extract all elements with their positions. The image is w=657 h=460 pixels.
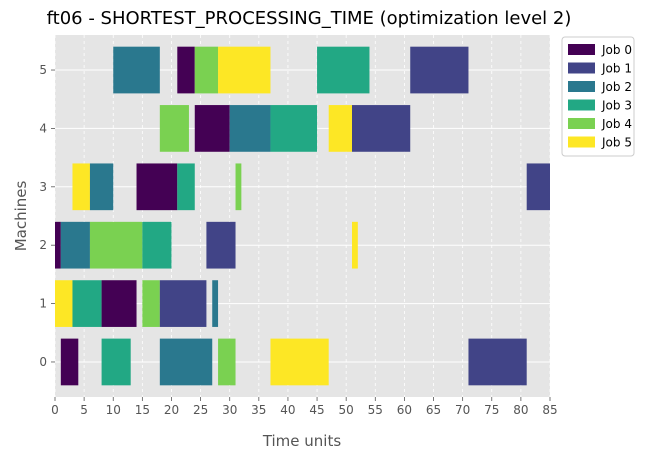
gantt-bar-job-1-machine-1	[159, 280, 207, 327]
gantt-bar-job-3-machine-0	[101, 338, 131, 386]
gantt-bar-job-1-machine-2	[206, 221, 236, 269]
gantt-bar-job-3-machine-1	[72, 280, 102, 327]
legend-label: Job 4	[601, 117, 632, 131]
gantt-bar-job-0-machine-2	[55, 221, 61, 269]
gantt-bar-job-5-machine-1	[55, 280, 73, 327]
legend-swatch	[568, 99, 595, 111]
gantt-bar-job-3-machine-5	[317, 46, 370, 94]
x-axis-label: Time units	[262, 432, 342, 450]
gantt-bar-job-4-machine-0	[218, 338, 236, 386]
x-tick-label: 60	[397, 403, 412, 417]
plot-area	[55, 35, 550, 397]
x-tick-label: 65	[426, 403, 441, 417]
x-tick-label: 20	[164, 403, 179, 417]
legend-swatch	[568, 118, 595, 129]
gantt-bar-job-2-machine-2	[60, 221, 90, 269]
x-tick-label: 10	[106, 403, 121, 417]
legend: Job 0 Job 1 Job 2 Job 3 Job 4 Job 5	[561, 36, 635, 157]
legend-label: Job 3	[601, 99, 632, 113]
gantt-bar-job-2-machine-5	[113, 46, 160, 94]
chart-title: ft06 - SHORTEST_PROCESSING_TIME (optimiz…	[47, 8, 572, 29]
y-axis-ticks: 0 1 2 3 4 5	[39, 63, 55, 369]
x-tick-label: 75	[484, 403, 499, 417]
x-tick-label: 45	[309, 403, 324, 417]
gantt-bar-job-1-machine-5	[410, 46, 469, 94]
gantt-bar-job-1-machine-0	[468, 338, 527, 386]
x-tick-label: 35	[251, 403, 266, 417]
y-tick-label: 2	[39, 238, 47, 252]
x-tick-label: 50	[339, 403, 354, 417]
gantt-bar-job-2-machine-1	[212, 280, 219, 327]
gantt-bar-job-4-machine-3	[235, 163, 242, 211]
gantt-bar-job-3-machine-2	[142, 221, 172, 269]
x-tick-label: 5	[80, 403, 88, 417]
x-tick-label: 55	[368, 403, 383, 417]
gantt-bar-job-0-machine-5	[177, 46, 195, 94]
legend-label: Job 2	[601, 80, 632, 94]
x-tick-label: 15	[135, 403, 150, 417]
gantt-bar-job-5-machine-0	[270, 338, 329, 386]
bars-layer	[55, 46, 550, 386]
gantt-bar-job-0-machine-0	[60, 338, 79, 386]
x-tick-label: 40	[280, 403, 295, 417]
legend-swatch	[568, 62, 595, 74]
legend-swatch	[568, 136, 595, 148]
x-tick-label: 85	[542, 403, 557, 417]
y-tick-label: 0	[39, 355, 47, 369]
gantt-bar-job-2-machine-3	[89, 163, 114, 211]
x-tick-label: 0	[51, 403, 59, 417]
legend-label: Job 5	[601, 136, 632, 150]
gantt-bar-job-4-machine-1	[142, 280, 160, 327]
gantt-bar-job-2-machine-4	[229, 105, 271, 152]
gantt-bar-job-5-machine-4	[328, 105, 352, 152]
y-tick-label: 4	[39, 121, 47, 135]
y-tick-label: 1	[39, 297, 47, 311]
y-tick-label: 5	[39, 63, 47, 77]
x-tick-label: 80	[513, 403, 528, 417]
x-tick-label: 30	[222, 403, 237, 417]
x-tick-label: 70	[455, 403, 470, 417]
gantt-bar-job-5-machine-5	[218, 46, 271, 94]
x-axis-ticks: 0 5 10 15 20 25 30 35 40 45 50 55 60 65 70 75 80 85	[51, 397, 558, 417]
x-tick-label: 25	[193, 403, 208, 417]
gantt-bar-job-2-machine-0	[159, 338, 213, 386]
gantt-bar-job-0-machine-4	[194, 105, 230, 152]
gantt-bar-job-0-machine-1	[101, 280, 137, 327]
gantt-bar-job-4-machine-5	[194, 46, 219, 94]
gantt-bar-job-4-machine-4	[159, 105, 189, 152]
gantt-bar-job-3-machine-4	[270, 105, 318, 152]
legend-swatch	[568, 44, 595, 55]
y-axis-label: Machines	[12, 181, 30, 252]
gantt-bar-job-3-machine-3	[177, 163, 195, 211]
legend-label: Job 1	[601, 62, 632, 76]
gantt-bar-job-4-machine-2	[89, 221, 143, 269]
y-tick-label: 3	[39, 180, 47, 194]
gantt-bar-job-1-machine-4	[352, 105, 411, 152]
grid-lines	[54, 35, 551, 397]
gantt-bar-job-5-machine-2	[352, 221, 358, 269]
legend-label: Job 0	[601, 43, 632, 57]
gantt-bar-job-5-machine-3	[72, 163, 90, 211]
legend-swatch	[568, 81, 595, 92]
gantt-bar-job-0-machine-3	[136, 163, 178, 211]
gantt-bar-job-1-machine-3	[526, 163, 550, 211]
